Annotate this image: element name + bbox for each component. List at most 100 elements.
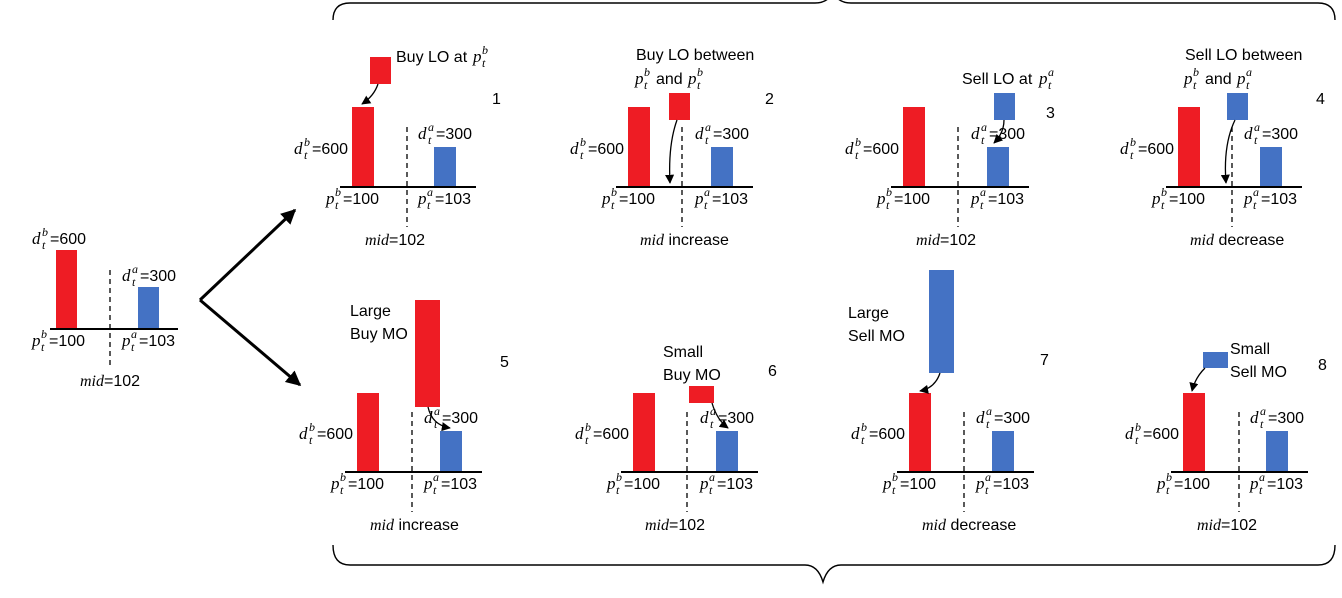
order-arrow <box>993 119 1005 144</box>
ask-bar <box>138 287 159 329</box>
bid-depth-label-value: =600 <box>863 141 899 158</box>
market-order-block <box>415 300 440 407</box>
ask-price-label-value: =103 <box>139 333 175 350</box>
ask-price-label: pta <box>417 185 433 212</box>
bid-bar <box>357 393 379 472</box>
ask-depth-label: d ta <box>1250 404 1266 431</box>
ask-price-label: pta <box>121 327 137 354</box>
ask-price-label-value: =103 <box>993 476 1029 493</box>
bid-depth-label: d tb <box>845 135 861 162</box>
new-order-block <box>370 57 391 84</box>
panel-title-2: Buy MO <box>663 367 721 384</box>
title-symbol-b: ptb <box>634 65 650 92</box>
panel-title: Sell LO at <box>962 71 1033 88</box>
order-arrow <box>711 402 729 429</box>
bid-depth-label: d tb <box>575 420 591 447</box>
ask-bar <box>987 147 1009 187</box>
ask-depth-label: d ta <box>971 120 987 147</box>
bid-bar <box>628 107 650 187</box>
new-order-block <box>669 93 690 120</box>
order-arrow <box>1189 367 1206 392</box>
bid-bar <box>1183 393 1205 472</box>
bid-depth-label: d tb <box>1120 135 1136 162</box>
bid-price-label-value: =100 <box>49 333 85 350</box>
ask-bar <box>1260 147 1282 187</box>
ask-price-label: pta <box>975 470 991 497</box>
ask-depth-label-value: =300 <box>1268 410 1304 427</box>
ask-bar <box>992 431 1014 472</box>
panel-title: Buy LO between <box>636 47 754 64</box>
ask-depth-label: d ta <box>1244 120 1260 147</box>
mid-label: mid decrease <box>922 517 1016 534</box>
title-symbol-b: ptb <box>1183 65 1199 92</box>
title-symbol: ptb <box>472 43 488 70</box>
title-symbol: pta <box>1038 65 1054 92</box>
title-symbol-2: pta <box>1236 65 1252 92</box>
panel-5: d tb =600 d ta =300 ptb =100 pta =103 mid increase… <box>299 300 509 534</box>
ask-depth-label: d ta <box>700 404 716 431</box>
order-arrow <box>919 372 941 394</box>
bid-depth-label-value: =600 <box>593 426 629 443</box>
ask-bar <box>434 147 456 187</box>
bid-price-label: ptb <box>1156 470 1172 497</box>
panel-number: 4 <box>1316 91 1325 108</box>
ask-price-label-value: =103 <box>717 476 753 493</box>
panel-title-2: Buy MO <box>350 326 408 343</box>
bid-bar <box>352 107 374 187</box>
order-arrow <box>361 83 379 105</box>
ask-depth-label-value: =300 <box>442 410 478 427</box>
bid-depth-label-value: =600 <box>50 231 86 248</box>
ask-price-label-value: =103 <box>1261 191 1297 208</box>
bid-bar <box>633 393 655 472</box>
panel-number: 1 <box>492 91 501 108</box>
market-order-block <box>1203 352 1228 368</box>
title-symbol-2: ptb <box>687 65 703 92</box>
bid-price-label: ptb <box>876 185 892 212</box>
mid-label: mid decrease <box>1190 232 1284 249</box>
top-brace <box>332 0 1336 21</box>
ask-depth-label: d ta <box>424 404 440 431</box>
ask-price-label-value: =103 <box>988 191 1024 208</box>
initial-order-book: d tb =600 d ta =300 ptb =100 pta =103 mid=102 <box>31 225 178 390</box>
ask-depth-label: d ta <box>976 404 992 431</box>
mid-label: mid=102 <box>645 517 705 534</box>
market-order-block <box>929 270 954 373</box>
ask-price-label: pta <box>423 470 439 497</box>
market-order-block <box>689 386 714 403</box>
bid-depth-label-value: =600 <box>1143 426 1179 443</box>
bid-price-label-value: =100 <box>343 191 379 208</box>
bid-price-label: ptb <box>325 185 341 212</box>
panel-title-2: Sell MO <box>848 328 905 345</box>
bid-price-label-value: =100 <box>348 476 384 493</box>
panel-7: d tb =600 d ta =300 ptb =100 pta =103 mid decrease… <box>848 270 1049 534</box>
bid-price-label-value: =100 <box>900 476 936 493</box>
ask-price-label: pta <box>970 185 986 212</box>
ask-price-label: pta <box>1243 185 1259 212</box>
ask-price-label-value: =103 <box>441 476 477 493</box>
order-arrow <box>665 119 678 184</box>
bid-depth-label: d tb <box>851 420 867 447</box>
ask-depth-label-value: =300 <box>994 410 1030 427</box>
panel-number: 8 <box>1318 357 1327 374</box>
ask-price-label-value: =103 <box>712 191 748 208</box>
bid-price-label: ptb <box>882 470 898 497</box>
bid-price-label: ptb <box>330 470 346 497</box>
bid-depth-label-value: =600 <box>869 426 905 443</box>
panel-title-2: and <box>1205 71 1232 88</box>
panel-title: Large <box>848 305 889 322</box>
panel-title-2: Sell MO <box>1230 364 1287 381</box>
ask-price-label: pta <box>699 470 715 497</box>
panel-title-2: and <box>656 71 683 88</box>
panel-number: 2 <box>765 91 774 108</box>
bid-depth-label: d tb <box>570 135 586 162</box>
ask-bar <box>1266 431 1288 472</box>
ask-depth-label-value: =300 <box>436 126 472 143</box>
panel-number: 5 <box>500 354 509 371</box>
